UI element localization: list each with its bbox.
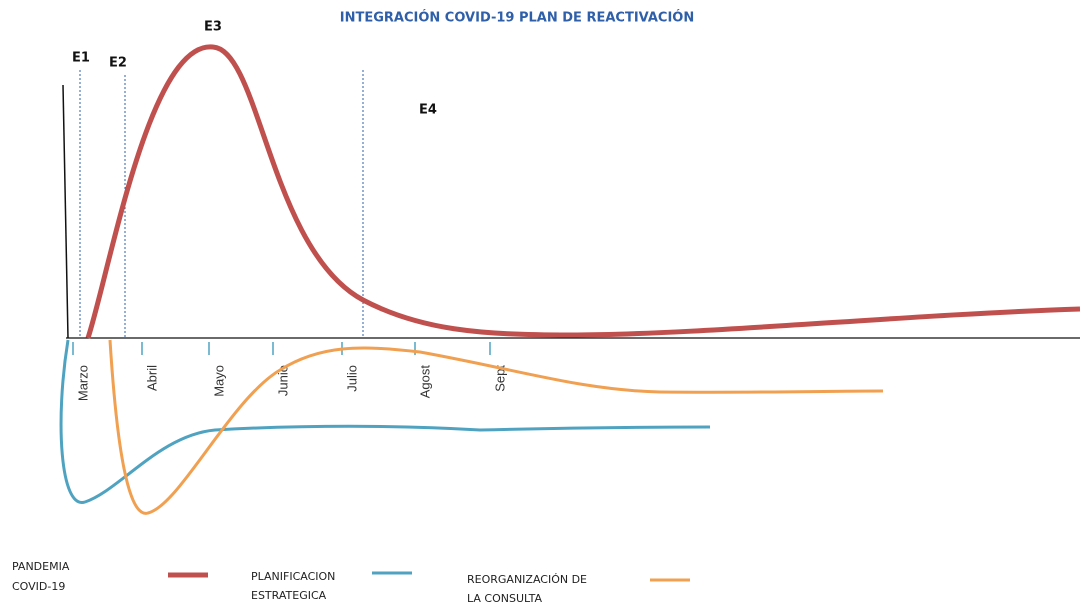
legend-text: COVID-19 [12,580,65,593]
curve-reorganizacion [108,339,884,515]
legend-text: ESTRATEGICA [251,589,327,602]
month-label: Agost [417,365,432,399]
curve-planificacion [59,339,711,504]
legend-text: PANDEMIA [12,560,70,573]
stage-label: E4 [419,103,437,118]
curve-pandemia [85,44,1080,339]
month-label: Julio [344,365,359,392]
legend-text: REORGANIZACIÓN DE [467,573,587,586]
month-axis: Marzo Abril Mayo Junio Julio Agost Sept [72,342,507,401]
month-label: Abril [144,365,159,391]
title: INTEGRACIÓN COVID-19 PLAN DE REACTIVACIÓ… [340,10,694,26]
legend-text: PLANIFICACION [251,570,335,583]
stage-label: E1 [72,51,90,66]
month-label: Junio [275,365,290,396]
month-label: Sept [492,365,507,392]
stage-label: E2 [109,56,127,71]
stage-label: E3 [204,20,222,35]
y-axis [62,84,69,339]
month-label: Marzo [75,365,90,401]
legend-text: LA CONSULTA [467,592,542,602]
month-label: Mayo [211,365,226,397]
